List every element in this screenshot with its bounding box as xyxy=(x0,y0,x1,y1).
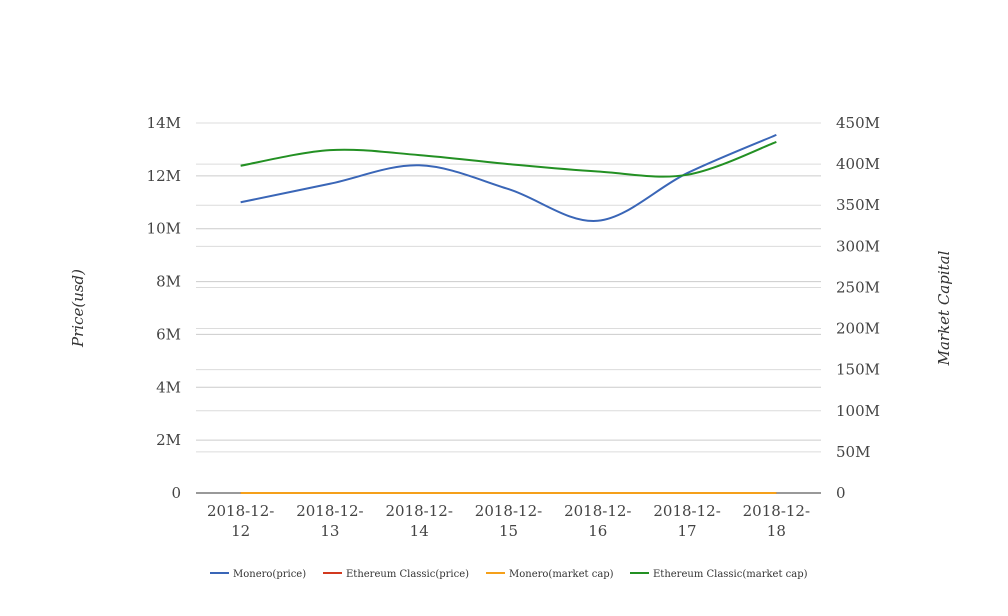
y2-tick-label: 350M xyxy=(836,196,880,214)
x-tick-label: 2018-12-16 xyxy=(564,502,631,540)
series-line-0 xyxy=(240,133,777,222)
y-axis-title: Price(usd) xyxy=(69,269,87,348)
y2-tick-label: 0 xyxy=(836,484,846,502)
y-tick-label: 6M xyxy=(156,325,181,343)
legend-label: Ethereum Classic(market cap) xyxy=(653,569,808,580)
y2-tick-label: 300M xyxy=(836,237,880,255)
y-tick-label: 4M xyxy=(156,378,181,396)
y2-axis-title: Market Capital xyxy=(935,250,953,366)
series-lines xyxy=(240,133,777,495)
y2-tick-label: 100M xyxy=(836,402,880,420)
legend-label: Monero(market cap) xyxy=(509,569,614,580)
y-tick-label: 8M xyxy=(156,273,181,291)
x-tick-label: 2018-12-18 xyxy=(743,502,810,540)
legend: Monero(price) Ethereum Classic(price) Mone… xyxy=(210,569,808,580)
tick-labels: 0 2M 4M 6M 8M 10M 12M 14M 0 50M 100M 150M 200M 250M 30… xyxy=(147,114,880,540)
y2-tick-label: 150M xyxy=(836,361,880,379)
y2-tick-label: 200M xyxy=(836,320,880,338)
y2-tick-label: 400M xyxy=(836,155,880,173)
y2-tick-label: 250M xyxy=(836,278,880,296)
legend-label: Ethereum Classic(price) xyxy=(346,569,469,580)
gridlines xyxy=(196,122,821,453)
y-tick-label: 0 xyxy=(171,484,181,502)
x-tick-label: 2018-12-14 xyxy=(386,502,453,540)
series-line-3 xyxy=(240,140,777,178)
y-tick-label: 10M xyxy=(147,220,181,238)
y-tick-label: 14M xyxy=(147,114,181,132)
x-tick-label: 2018-12-13 xyxy=(296,502,363,540)
y-tick-label: 2M xyxy=(156,431,181,449)
x-tick-label: 2018-12-17 xyxy=(653,502,720,540)
x-tick-label: 2018-12-15 xyxy=(475,502,542,540)
y2-tick-label: 50M xyxy=(836,443,870,461)
y2-tick-label: 450M xyxy=(836,114,880,132)
y-tick-label: 12M xyxy=(147,167,181,185)
x-tick-label: 2018-12-12 xyxy=(207,502,274,540)
legend-label: Monero(price) xyxy=(233,569,306,580)
